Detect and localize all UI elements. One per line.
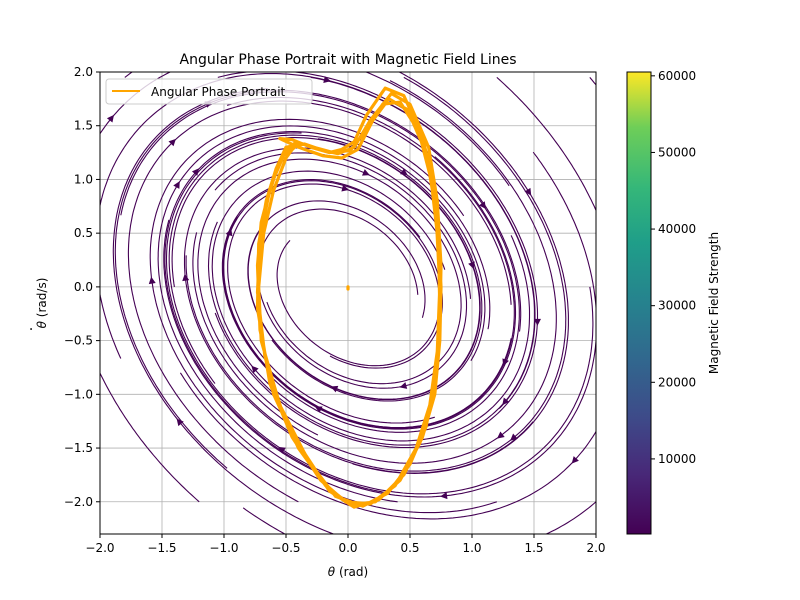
x-tick-label: 0.5 (400, 541, 419, 555)
field-arrow-21 (173, 181, 180, 189)
legend-box (105, 78, 313, 105)
colorbar-tick-label: 40000 (658, 222, 696, 236)
field-arrow-20 (168, 138, 176, 147)
x-tick-label: 2.0 (586, 541, 605, 555)
colorbar-tick-label: 20000 (658, 375, 696, 389)
field-arrow-9 (251, 365, 259, 374)
field-arrow-14 (400, 168, 408, 176)
field-line-20 (127, 100, 512, 503)
colorbar-tick-label: 50000 (658, 145, 696, 159)
y-tick-label: 1.0 (74, 172, 93, 186)
field-arrow-17 (225, 228, 233, 237)
field-line-25 (214, 72, 539, 449)
field-arrow-13 (468, 261, 475, 270)
x-tick-label: −2.0 (85, 541, 114, 555)
y-tick-label: 0.5 (74, 226, 93, 240)
field-arrow-18 (20, 101, 26, 109)
x-tick-label: 1.5 (524, 541, 543, 555)
series-line-0 (255, 86, 443, 509)
magnetic-field-lines (20, 72, 663, 534)
field-line-17 (223, 180, 512, 429)
x-axis-label: θ (rad) (328, 565, 368, 579)
field-arrow-27 (510, 433, 518, 441)
colorbar-label: Magnetic Field Strength (707, 232, 721, 374)
field-arrow-2 (496, 431, 505, 439)
field-line-10 (221, 156, 517, 430)
colorbar-tick-label: 60000 (658, 69, 696, 83)
field-line-13 (171, 137, 481, 400)
field-arrow-12 (399, 382, 408, 389)
x-tick-label: −0.5 (271, 541, 300, 555)
y-axis-unit: (rad/s) (35, 278, 49, 318)
y-tick-label: −0.5 (64, 334, 93, 348)
field-arrow-23 (176, 418, 184, 427)
x-axis: −2.0 −1.5 −1.0 −0.5 0.0 0.5 1.0 1.5 2.0 (85, 534, 606, 555)
colorbar-tick-label: 30000 (658, 299, 696, 313)
field-line-26 (207, 76, 536, 446)
legend: Angular Phase Portrait (105, 78, 313, 105)
x-axis-symbol: θ (328, 565, 336, 579)
y-axis-dot: · (24, 327, 40, 331)
field-line-21 (157, 125, 491, 503)
field-arrow-19 (106, 114, 114, 123)
colorbar-gradient (626, 71, 652, 535)
y-tick-label: −1.5 (64, 441, 93, 455)
field-line-7 (164, 131, 486, 494)
colorbar: 10000 20000 30000 40000 50000 60000 Magnetic … (626, 69, 721, 535)
field-line-0 (165, 132, 594, 495)
x-axis-unit: (rad) (339, 565, 368, 579)
legend-label: Angular Phase Portrait (151, 85, 286, 99)
x-tick-label: 1.0 (462, 541, 481, 555)
y-axis: −2.0 −1.5 −1.0 −0.5 0.0 0.5 1.0 1.5 2.0 (64, 65, 100, 509)
field-line-19 (100, 72, 510, 503)
y-tick-label: −2.0 (64, 495, 93, 509)
field-arrow-26 (502, 397, 510, 406)
x-tick-label: 0.0 (338, 541, 357, 555)
x-tick-label: −1.0 (209, 541, 238, 555)
field-arrow-4 (479, 201, 486, 210)
field-arrow-16 (341, 184, 350, 192)
x-tick-label: −1.5 (147, 541, 176, 555)
y-axis-label: θ (rad/s) · (24, 278, 49, 332)
field-arrow-28 (571, 456, 579, 464)
field-line-14 (168, 134, 483, 402)
field-arrow-22 (148, 276, 156, 285)
field-arrow-29 (656, 470, 663, 478)
field-arrow-1 (440, 492, 448, 500)
field-arrow-25 (533, 318, 541, 326)
chart-title: Angular Phase Portrait with Magnetic Fie… (180, 52, 517, 68)
colorbar-ticks: 10000 20000 30000 40000 50000 60000 (651, 69, 696, 466)
y-tick-label: 2.0 (74, 65, 93, 79)
y-tick-label: 1.5 (74, 119, 93, 133)
svg-text:θ (rad/s): θ (rad/s) (35, 278, 49, 329)
field-arrow-7 (191, 168, 200, 176)
field-line-12 (214, 152, 468, 389)
y-axis-symbol: θ (35, 320, 49, 328)
y-tick-label: 0.0 (74, 280, 93, 294)
y-tick-label: −1.0 (64, 387, 93, 401)
field-arrow-0 (278, 446, 286, 454)
field-arrow-24 (524, 187, 532, 196)
colorbar-tick-label: 10000 (658, 452, 696, 466)
field-arrow-15 (361, 169, 370, 176)
phase-portrait-series (255, 86, 443, 509)
